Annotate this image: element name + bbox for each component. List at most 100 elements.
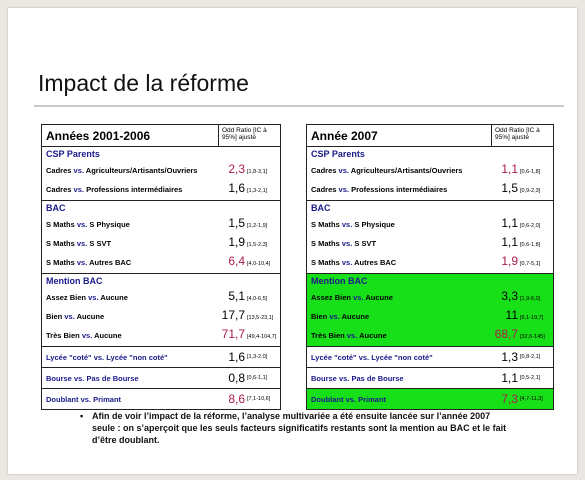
- odd-ratio-value: 6,4: [228, 254, 245, 268]
- row-label: Bien vs. Aucune: [311, 312, 370, 321]
- confidence-interval: [1,3-2,1]: [247, 188, 268, 194]
- odd-ratio-value: 1,3: [501, 350, 518, 364]
- section-doublant-highlighted: Doublant vs. Primant 7,3 [4,7-11,3]: [307, 389, 553, 409]
- table-2001-2006: Années 2001-2006 Odd Ratio [IC à 95%] aj…: [41, 124, 281, 410]
- table-row: Cadres vs. Professions intermédiaires 1,…: [307, 181, 553, 200]
- confidence-interval: [4,7-11,3]: [520, 396, 543, 402]
- confidence-interval: [4,0-6,5]: [247, 296, 268, 302]
- table-row: Assez Bien vs. Aucune 3,3 [1,9-6,0]: [307, 289, 553, 308]
- confidence-interval: [0,6-2,0]: [520, 223, 541, 229]
- confidence-interval: [32,6-145]: [520, 334, 545, 340]
- section-bourse: Bourse vs. Pas de Bourse 1,1 [0,5-2,1]: [307, 368, 553, 389]
- table-row: Cadres vs. Professions intermédiaires 1,…: [42, 181, 280, 200]
- conclusion-note: Afin de voir l’impact de la réforme, l’a…: [92, 411, 507, 445]
- table-row: Bien vs. Aucune 11 [6,1-19,7]: [307, 308, 553, 327]
- odd-ratio-value: 1,1: [501, 371, 518, 385]
- section-title: BAC: [311, 203, 331, 213]
- confidence-interval: [13,5-23,1]: [247, 315, 274, 321]
- row-label: Assez Bien vs. Aucune: [46, 293, 128, 302]
- bullet-icon: ▪: [80, 411, 84, 421]
- section-csp-parents: CSP Parents Cadres vs. Agriculteurs/Arti…: [42, 147, 280, 201]
- slide-title: Impact de la réforme: [38, 70, 249, 96]
- row-label: S Maths vs. Autres BAC: [46, 258, 132, 267]
- section-bac: BAC S Maths vs. S Physique 1,1 [0,6-2,0] …: [307, 201, 553, 274]
- table-row: Bourse vs. Pas de Bourse 1,1 [0,5-2,1]: [307, 368, 553, 388]
- odd-ratio-value: 68,7: [494, 327, 518, 341]
- row-label: Cadres vs. Professions intermédiaires: [311, 185, 448, 194]
- section-mention-bac-highlighted: Mention BAC Assez Bien vs. Aucune 3,3 [1,…: [307, 274, 553, 347]
- table-row: Cadres vs. Agriculteurs/Artisants/Ouvrie…: [42, 162, 280, 181]
- odd-ratio-value: 17,7: [221, 308, 245, 322]
- odd-ratio-value: 1,5: [501, 181, 518, 195]
- confidence-interval: [0,7-5,1]: [520, 261, 541, 267]
- row-label: Cadres vs. Agriculteurs/Artisants/Ouvrie…: [311, 166, 463, 175]
- table-header: Années 2001-2006 Odd Ratio [IC à 95%] aj…: [42, 125, 280, 147]
- row-label: Assez Bien vs. Aucune: [311, 293, 393, 302]
- table-row: S Maths vs. S Physique 1,5 [1,2-1,9]: [42, 216, 280, 235]
- odd-ratio-value: 1,6: [228, 181, 245, 195]
- section-lycee: Lycée "coté" vs. Lycée "non coté" 1,3 [0,…: [307, 347, 553, 368]
- odd-ratio-value: 2,3: [228, 162, 245, 176]
- row-label: Lycée "coté" vs. Lycée "non coté": [311, 352, 433, 362]
- confidence-interval: [0,8-2,1]: [520, 354, 541, 360]
- section-bac: BAC S Maths vs. S Physique 1,5 [1,2-1,9] …: [42, 201, 280, 274]
- section-title: BAC: [46, 203, 66, 213]
- row-label: Bourse vs. Pas de Bourse: [311, 373, 404, 383]
- confidence-interval: [1,3-2,0]: [247, 354, 268, 360]
- odd-ratio-value: 8,6: [228, 392, 245, 406]
- confidence-interval: [49,4-104,7]: [247, 334, 277, 340]
- row-label: Lycée "coté" vs. Lycée "non coté": [46, 352, 168, 362]
- confidence-interval: [0,6-1,8]: [520, 242, 541, 248]
- row-label: Très Bien vs. Aucune: [46, 331, 122, 340]
- table-row: Lycée "coté" vs. Lycée "non coté" 1,6 [1,…: [42, 347, 280, 367]
- section-title: Mention BAC: [311, 276, 368, 286]
- confidence-interval: [0,9-2,3]: [520, 188, 541, 194]
- row-label: Très Bien vs. Aucune: [311, 331, 387, 340]
- table-row: Très Bien vs. Aucune 71,7 [49,4-104,7]: [42, 327, 280, 346]
- odd-ratio-value: 1,5: [228, 216, 245, 230]
- table-row: Bien vs. Aucune 17,7 [13,5-23,1]: [42, 308, 280, 327]
- confidence-interval: [1,5-2,3]: [247, 242, 268, 248]
- table-row: S Maths vs. S SVT 1,9 [1,5-2,3]: [42, 235, 280, 254]
- row-label: S Maths vs. Autres BAC: [311, 258, 397, 267]
- confidence-interval: [7,1-10,6]: [247, 396, 271, 402]
- confidence-interval: [6,1-19,7]: [520, 315, 544, 321]
- table-row: Doublant vs. Primant 8,6 [7,1-10,6]: [42, 389, 280, 409]
- row-label: Cadres vs. Professions intermédiaires: [46, 185, 183, 194]
- table-header-title: Année 2007: [311, 129, 378, 143]
- odd-ratio-value: 3,3: [501, 289, 518, 303]
- odd-ratio-value: 1,9: [228, 235, 245, 249]
- row-label: S Maths vs. S SVT: [311, 239, 377, 248]
- odd-ratio-header: Odd Ratio [IC à 95%] ajusté: [218, 125, 280, 146]
- table-row: S Maths vs. Autres BAC 1,9 [0,7-5,1]: [307, 254, 553, 273]
- table-2007: Année 2007 Odd Ratio [IC à 95%] ajusté C…: [306, 124, 554, 410]
- odd-ratio-value: 1,1: [501, 216, 518, 230]
- table-row: S Maths vs. S SVT 1,1 [0,6-1,8]: [307, 235, 553, 254]
- table-row: S Maths vs. Autres BAC 6,4 [4,0-10,4]: [42, 254, 280, 273]
- title-divider: [34, 105, 564, 107]
- confidence-interval: [1,2-1,9]: [247, 223, 268, 229]
- odd-ratio-value: 1,6: [228, 350, 245, 364]
- table-header: Année 2007 Odd Ratio [IC à 95%] ajusté: [307, 125, 553, 147]
- row-label: S Maths vs. S Physique: [46, 220, 130, 229]
- section-doublant: Doublant vs. Primant 8,6 [7,1-10,6]: [42, 389, 280, 409]
- section-title: CSP Parents: [311, 149, 365, 159]
- table-row: Lycée "coté" vs. Lycée "non coté" 1,3 [0,…: [307, 347, 553, 367]
- odd-ratio-value: 1,9: [501, 254, 518, 268]
- odd-ratio-value: 7,3: [501, 392, 518, 406]
- table-row: S Maths vs. S Physique 1,1 [0,6-2,0]: [307, 216, 553, 235]
- confidence-interval: [0,6-1,1]: [247, 375, 268, 381]
- odd-ratio-header: Odd Ratio [IC à 95%] ajusté: [491, 125, 553, 146]
- table-row: Cadres vs. Agriculteurs/Artisants/Ouvrie…: [307, 162, 553, 181]
- row-label: Doublant vs. Primant: [46, 394, 122, 404]
- section-mention-bac: Mention BAC Assez Bien vs. Aucune 5,1 [4,…: [42, 274, 280, 347]
- odd-ratio-value: 71,7: [221, 327, 245, 341]
- row-label: Doublant vs. Primant: [311, 394, 387, 404]
- confidence-interval: [0,6-1,8]: [520, 169, 541, 175]
- confidence-interval: [0,5-2,1]: [520, 375, 541, 381]
- section-title: CSP Parents: [46, 149, 100, 159]
- table-header-title: Années 2001-2006: [46, 129, 151, 143]
- section-lycee: Lycée "coté" vs. Lycée "non coté" 1,6 [1,…: [42, 347, 280, 368]
- odd-ratio-value: 5,1: [228, 289, 245, 303]
- section-title: Mention BAC: [46, 276, 103, 286]
